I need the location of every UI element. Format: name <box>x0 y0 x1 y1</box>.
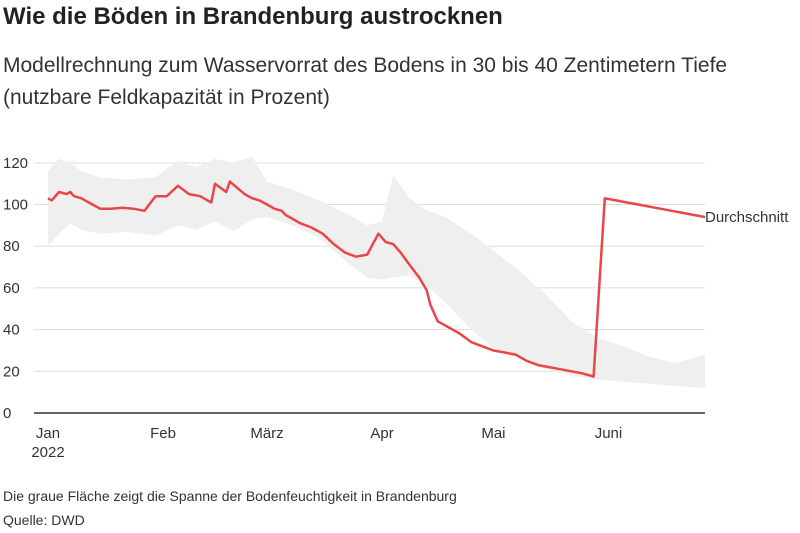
y-tick-label: 60 <box>3 280 20 297</box>
x-tick-labels: Jan 2022 Feb März Apr Mai Juni <box>31 425 622 461</box>
x-tick-label: Juni <box>595 425 623 442</box>
x-tick-label: Apr <box>370 425 393 442</box>
x-tick-sublabel: 2022 <box>31 444 64 461</box>
chart-subtitle: Modellrechnung zum Wasservorrat des Bode… <box>3 54 728 109</box>
y-tick-label: 80 <box>3 238 20 255</box>
range-band <box>48 156 705 388</box>
y-tick-label: 120 <box>3 155 28 172</box>
chart-note: Die graue Fläche zeigt die Spanne der Bo… <box>3 488 457 504</box>
y-tick-labels: 0 20 40 60 80 100 120 <box>3 155 28 422</box>
x-tick-label: Feb <box>150 425 176 442</box>
series-line-durchschnitt <box>47 180 706 378</box>
x-tick-label: März <box>250 425 283 442</box>
x-tick-label: Jan <box>36 425 60 442</box>
series-label-durchschnitt: Durchschnitt <box>705 209 789 226</box>
y-tick-label: 20 <box>3 363 20 380</box>
x-tick-label: Mai <box>481 425 505 442</box>
y-tick-label: 100 <box>3 197 28 214</box>
chart-source: Quelle: DWD <box>3 512 85 528</box>
chart-title: Wie die Böden in Brandenburg austrocknen <box>3 3 503 30</box>
y-tick-label: 0 <box>3 405 11 422</box>
y-tick-label: 40 <box>3 322 20 339</box>
